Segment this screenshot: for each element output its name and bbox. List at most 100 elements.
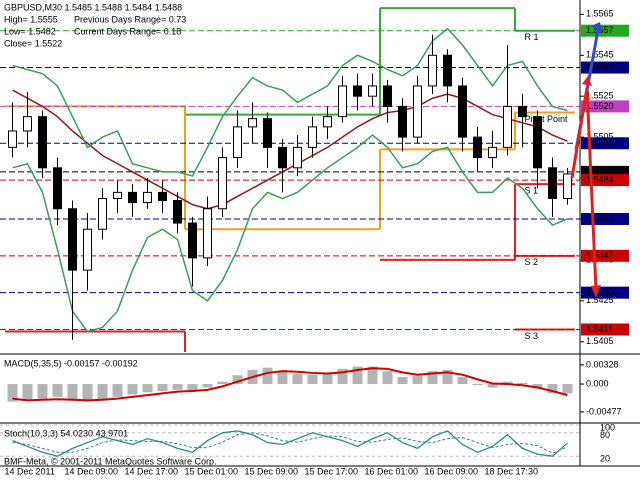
arrowhead xyxy=(582,76,592,86)
candle-body xyxy=(428,54,437,87)
candle-body xyxy=(473,136,482,159)
y-tick-label: 1.5405 xyxy=(586,336,614,346)
pivot-label: R 1 xyxy=(525,32,539,42)
x-tick-label: 18 Dec 17:30 xyxy=(485,466,539,476)
macd-bar xyxy=(7,384,18,402)
panel-title: MACD(5,35,5) -0.00157 -0.00192 xyxy=(4,358,138,368)
info-text: Close= 1.5522 xyxy=(4,38,62,48)
candle-body xyxy=(248,118,257,128)
info-text: Low= 1.5482 xyxy=(4,26,56,36)
level-tag xyxy=(581,174,629,187)
macd-bar xyxy=(337,368,348,385)
pivot-label: S 1 xyxy=(525,186,539,196)
candle-body xyxy=(218,157,227,210)
arrowhead xyxy=(591,285,601,298)
macd-bar xyxy=(397,377,408,385)
x-tick-label: 15 Dec 17:00 xyxy=(305,466,359,476)
macd-bar xyxy=(142,384,153,393)
macd-bar xyxy=(517,382,528,385)
candle-body xyxy=(113,191,122,200)
candle-body xyxy=(143,191,152,204)
candle-body xyxy=(533,116,542,169)
level-label: 1.5520 xyxy=(586,101,614,111)
macd-bar xyxy=(367,366,378,385)
candle-body xyxy=(548,167,557,200)
level-tag xyxy=(581,100,629,113)
candle-body xyxy=(518,105,527,118)
info-text: High= 1.5555 xyxy=(4,14,58,24)
info-text: Previous Days Range= 0.73 xyxy=(74,14,186,24)
y-tick-label: 0.00328 xyxy=(586,359,619,369)
x-tick-label: 15 Dec 09:00 xyxy=(245,466,299,476)
footer: BMF-Meta, © 2001-2011 MetaQuotes Softwar… xyxy=(4,456,217,466)
level-tag xyxy=(581,24,629,37)
macd-bar xyxy=(532,384,543,389)
y-tick-label: 0.000 xyxy=(586,378,609,388)
line xyxy=(12,432,568,454)
x-tick-label: 15 Dec 01:00 xyxy=(185,466,239,476)
macd-bar xyxy=(292,373,303,385)
pivot-label: S 2 xyxy=(525,257,539,267)
macd-bar xyxy=(442,370,453,385)
macd-bar xyxy=(277,371,288,385)
candle-body xyxy=(398,105,407,138)
level-label: 1.5484 xyxy=(586,174,614,184)
level-tag xyxy=(581,137,629,150)
macd-bar xyxy=(232,375,243,385)
level-label: 1.5488 xyxy=(586,166,614,176)
candle-body xyxy=(23,116,32,132)
macd-bar xyxy=(322,373,333,385)
chart-title: GBPUSD,M30 1.5485 1.5488 1.5484 1.5488 xyxy=(4,2,182,12)
panel-title: Stoch(10,3,3) 54.0230 43.9701 xyxy=(4,428,128,438)
x-tick-label: 14 Dec 17:00 xyxy=(125,466,179,476)
level-label: 1.5502 xyxy=(586,138,614,148)
candle-body xyxy=(83,228,92,271)
candle-body xyxy=(353,85,362,97)
candle-body xyxy=(8,130,17,148)
candle-body xyxy=(98,198,107,230)
macd-bar xyxy=(307,374,318,385)
macd-bar xyxy=(562,384,573,394)
macd-bar xyxy=(157,384,168,392)
level-label: 1.5429 xyxy=(586,287,614,297)
candle-body xyxy=(293,146,302,169)
level-tag xyxy=(581,61,629,74)
info-text: Current Days Range= 0.18 xyxy=(74,26,181,36)
candle-body xyxy=(458,85,467,138)
macd-bar xyxy=(172,384,183,390)
candle-body xyxy=(563,173,572,200)
pivot-label: Pivot Point xyxy=(525,114,569,124)
y-tick-label: 1.5545 xyxy=(586,50,614,60)
candle-body xyxy=(503,105,512,148)
candle-body xyxy=(173,200,182,224)
candle-body xyxy=(128,191,137,204)
arrow xyxy=(570,87,598,291)
candle-body xyxy=(158,191,167,202)
pivot-label: S 3 xyxy=(525,331,539,341)
macd-bar xyxy=(127,384,138,395)
macd-bar xyxy=(112,384,123,397)
macd-bar xyxy=(187,384,198,392)
x-tick-label: 14 Dec 2011 xyxy=(5,466,55,476)
line xyxy=(12,89,568,210)
macd-bar xyxy=(52,384,63,397)
macd-bar xyxy=(37,384,48,399)
candle-body xyxy=(338,85,347,118)
candle-body xyxy=(488,146,497,159)
y-tick-label: 20 xyxy=(600,454,610,464)
macd-bar xyxy=(382,371,393,385)
candle-body xyxy=(233,126,242,159)
macd-bar xyxy=(412,375,423,385)
candle-body xyxy=(368,85,377,97)
y-tick-label: 100 xyxy=(600,422,615,432)
macd-bar xyxy=(472,384,483,386)
x-tick-label: 14 Dec 09:00 xyxy=(65,466,119,476)
macd-bar xyxy=(82,384,93,402)
macd-bar xyxy=(457,377,468,385)
line xyxy=(12,27,568,177)
macd-bar xyxy=(487,384,498,388)
line xyxy=(12,134,568,333)
candle-body xyxy=(443,54,452,87)
